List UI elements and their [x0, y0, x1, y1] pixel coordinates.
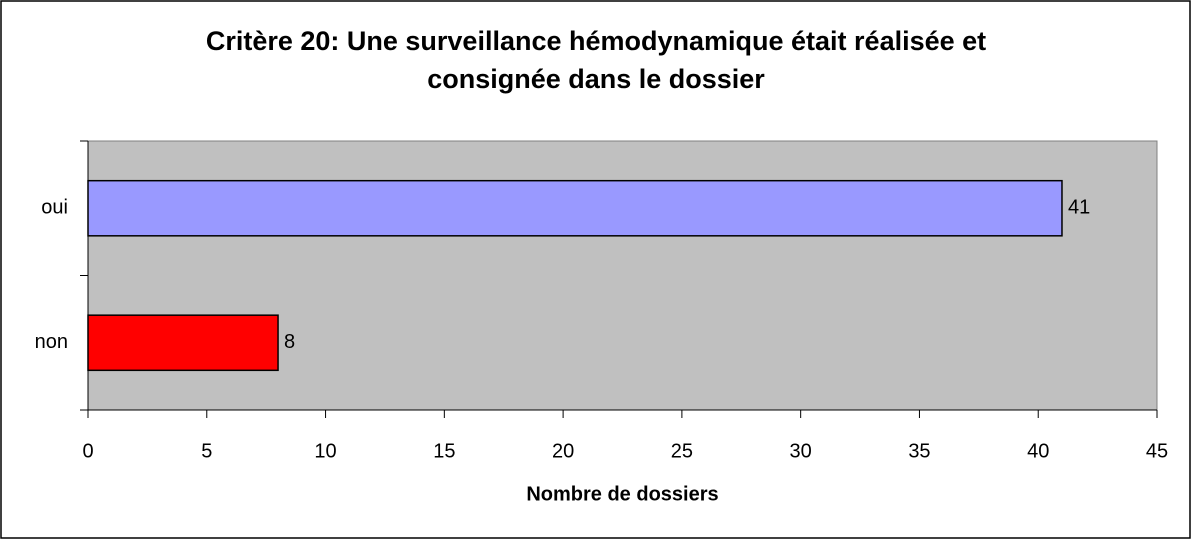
y-tick-label: oui	[41, 197, 68, 219]
y-tick-label: non	[35, 331, 68, 353]
x-axis-label: Nombre de dossiers	[526, 483, 718, 505]
x-tick-label: 30	[790, 440, 812, 462]
x-tick-label: 35	[908, 440, 930, 462]
bar	[87, 314, 279, 372]
x-tick-label: 25	[671, 440, 693, 462]
x-tick-label: 45	[1146, 440, 1168, 462]
data-label: 41	[1068, 197, 1090, 219]
chart-title: Critère 20: Une surveillance hémodynamiq…	[205, 26, 987, 94]
x-tick-label: 10	[314, 440, 336, 462]
bar	[87, 179, 1063, 237]
x-tick-label: 15	[433, 440, 455, 462]
x-tick-label: 20	[552, 440, 574, 462]
x-tick-label: 5	[201, 440, 212, 462]
data-label: 8	[284, 331, 295, 353]
x-tick-label: 0	[82, 440, 93, 462]
x-tick-label: 40	[1027, 440, 1049, 462]
